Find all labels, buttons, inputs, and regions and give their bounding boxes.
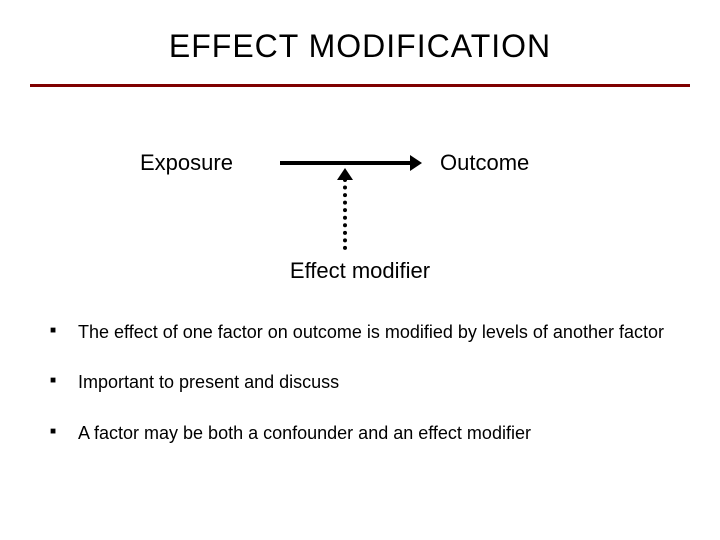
list-item: Important to present and discuss (50, 370, 680, 394)
exposure-node: Exposure (140, 150, 233, 176)
slide: EFFECT MODIFICATION Exposure Outcome Eff… (0, 0, 720, 540)
list-item: A factor may be both a confounder and an… (50, 421, 680, 445)
exposure-to-outcome-arrow (280, 161, 410, 165)
outcome-node: Outcome (440, 150, 529, 176)
bullet-list: The effect of one factor on outcome is m… (50, 320, 680, 471)
modifier-to-arrow-dashed (343, 178, 347, 250)
slide-title: EFFECT MODIFICATION (0, 28, 720, 65)
list-item: The effect of one factor on outcome is m… (50, 320, 680, 344)
effect-modifier-node: Effect modifier (0, 258, 720, 284)
title-underline (30, 84, 690, 87)
